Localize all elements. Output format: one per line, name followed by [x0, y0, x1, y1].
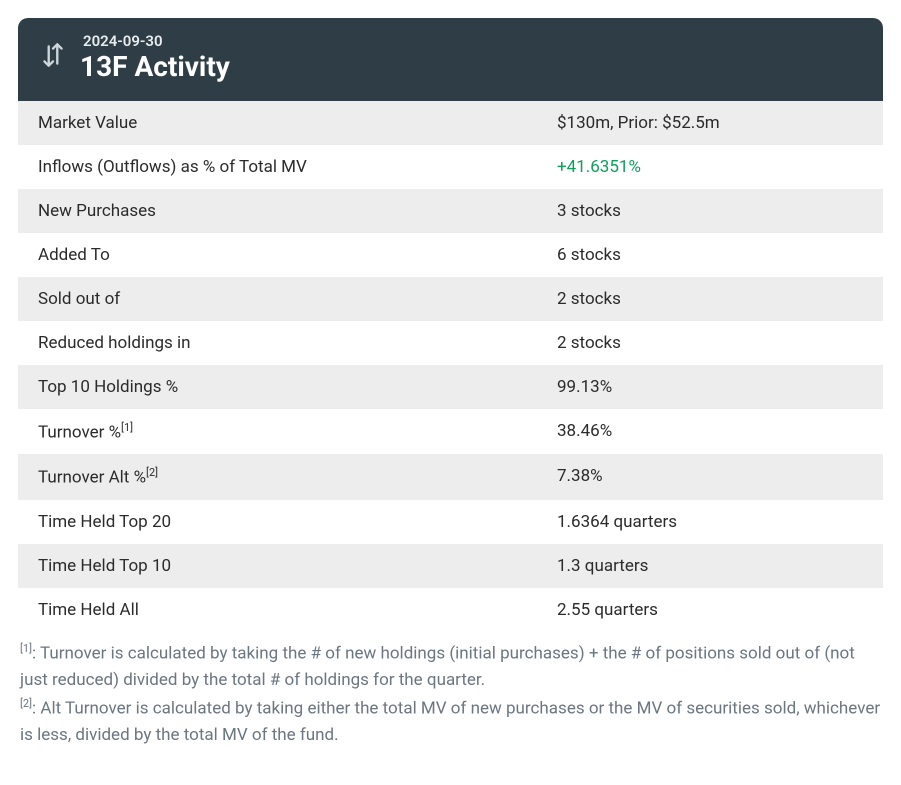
- activity-rows: Market Value$130m, Prior: $52.5mInflows …: [18, 101, 883, 632]
- card-header: 2024-09-30 13F Activity: [18, 18, 883, 101]
- table-row: Reduced holdings in 2 stocks: [18, 321, 883, 365]
- row-label-text: Added To: [38, 245, 110, 265]
- row-label: Turnover %[1]: [18, 409, 537, 455]
- row-label: Time Held All: [18, 588, 537, 632]
- table-row: Time Held Top 20 1.6364 quarters: [18, 500, 883, 544]
- row-value: $130m, Prior: $52.5m: [537, 101, 883, 145]
- transfer-arrows-icon: [40, 40, 66, 74]
- footnote-ref: [2]: [146, 466, 158, 479]
- row-label-text: Top 10 Holdings %: [38, 377, 178, 397]
- footnote-marker: [2]: [20, 697, 32, 710]
- table-row: Inflows (Outflows) as % of Total MV +41.6…: [18, 145, 883, 189]
- row-value: +41.6351%: [537, 145, 883, 189]
- table-row: New Purchases 3 stocks: [18, 189, 883, 233]
- row-label: Reduced holdings in: [18, 321, 537, 365]
- footnote-text: : Turnover is calculated by taking the #…: [20, 644, 855, 690]
- footnote-text: : Alt Turnover is calculated by taking e…: [20, 699, 880, 745]
- row-label-text: Reduced holdings in: [38, 333, 191, 353]
- row-value: 99.13%: [537, 365, 883, 409]
- row-value: 1.6364 quarters: [537, 500, 883, 544]
- row-label: Turnover Alt %[2]: [18, 454, 537, 500]
- footnote: [1]: Turnover is calculated by taking th…: [20, 640, 881, 693]
- row-label: Added To: [18, 233, 537, 277]
- row-label: Market Value: [18, 101, 537, 145]
- header-date: 2024-09-30: [83, 32, 230, 50]
- table-row: Added To 6 stocks: [18, 233, 883, 277]
- row-label: Top 10 Holdings %: [18, 365, 537, 409]
- table-row: Top 10 Holdings % 99.13%: [18, 365, 883, 409]
- table-row: Time Held Top 10 1.3 quarters: [18, 544, 883, 588]
- footnote-marker: [1]: [20, 642, 32, 655]
- table-row: Turnover %[1]38.46%: [18, 409, 883, 455]
- row-label-text: Time Held Top 20: [38, 512, 171, 532]
- row-value: 6 stocks: [537, 233, 883, 277]
- table-row: Time Held All 2.55 quarters: [18, 588, 883, 632]
- row-label: New Purchases: [18, 189, 537, 233]
- row-value: 3 stocks: [537, 189, 883, 233]
- row-label-text: Turnover %: [38, 422, 121, 442]
- row-label: Time Held Top 10: [18, 544, 537, 588]
- table-row: Sold out of 2 stocks: [18, 277, 883, 321]
- footnote: [2]: Alt Turnover is calculated by takin…: [20, 695, 881, 748]
- row-label-text: Market Value: [38, 113, 137, 133]
- activity-card: 2024-09-30 13F Activity Market Value $130…: [18, 18, 883, 632]
- footnotes: [1]: Turnover is calculated by taking th…: [18, 632, 883, 749]
- row-label-text: Sold out of: [38, 289, 120, 309]
- row-label-text: Time Held Top 10: [38, 556, 171, 576]
- row-value: 2 stocks: [537, 321, 883, 365]
- row-label: Inflows (Outflows) as % of Total MV: [18, 145, 537, 189]
- row-label-text: Time Held All: [38, 600, 139, 620]
- table-row: Market Value $130m, Prior: $52.5m: [18, 101, 883, 145]
- row-value: 1.3 quarters: [537, 544, 883, 588]
- footnote-ref: [1]: [121, 421, 133, 434]
- row-value: 7.38%: [537, 454, 883, 500]
- row-label-text: Inflows (Outflows) as % of Total MV: [38, 157, 307, 177]
- row-value: 2 stocks: [537, 277, 883, 321]
- row-value: 38.46%: [537, 409, 883, 455]
- row-label: Time Held Top 20: [18, 500, 537, 544]
- row-label-text: New Purchases: [38, 201, 156, 221]
- header-texts: 2024-09-30 13F Activity: [80, 32, 230, 83]
- row-label-text: Turnover Alt %: [38, 468, 146, 488]
- table-row: Turnover Alt %[2]7.38%: [18, 454, 883, 500]
- header-title: 13F Activity: [80, 52, 230, 83]
- row-label: Sold out of: [18, 277, 537, 321]
- row-value: 2.55 quarters: [537, 588, 883, 632]
